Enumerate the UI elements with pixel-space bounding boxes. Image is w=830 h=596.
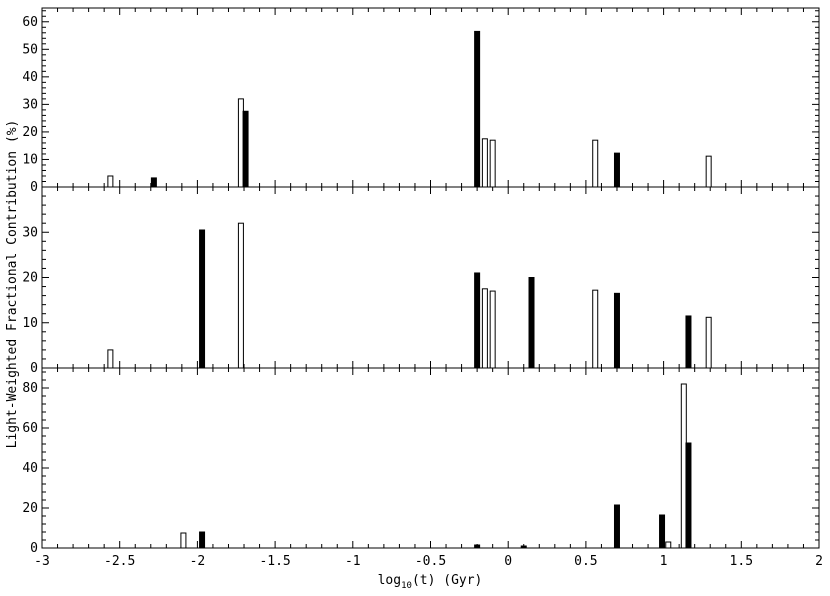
panel-2-bar-10 bbox=[685, 315, 692, 369]
x-tick-label: 1.5 bbox=[730, 554, 753, 569]
x-tick-label: -0.5 bbox=[415, 554, 446, 569]
panel-1-y-tick-label: 50 bbox=[22, 42, 38, 57]
panel-1-bar-5 bbox=[474, 30, 481, 188]
panel-3-y-tick-label: 20 bbox=[22, 501, 38, 516]
panel-2-frame bbox=[41, 186, 820, 369]
panel-1-y-tick-label: 0 bbox=[30, 180, 38, 195]
panel-1-bar-1 bbox=[107, 175, 114, 188]
panel-3-y-tick-label: 60 bbox=[22, 421, 38, 436]
x-tick-label: -1 bbox=[345, 554, 361, 569]
panel-3-bar-4 bbox=[520, 545, 527, 549]
x-axis-label-tail: (t) (Gyr) bbox=[412, 573, 482, 588]
panel-1-bar-4 bbox=[242, 110, 249, 188]
panel-3-bar-3 bbox=[474, 544, 481, 549]
panel-2-y-tick-label: 20 bbox=[22, 271, 38, 286]
panel-1-bar-6 bbox=[481, 138, 488, 188]
panel-3-bar-1 bbox=[180, 532, 187, 549]
x-tick-label: 0 bbox=[504, 554, 512, 569]
panel-2-y-tick-label: 10 bbox=[22, 316, 38, 331]
panel-2-bar-3 bbox=[237, 222, 244, 369]
panel-3-y-tick-label: 80 bbox=[22, 381, 38, 396]
panel-1-y-tick-label: 20 bbox=[22, 125, 38, 140]
x-axis-label-main: log bbox=[378, 573, 401, 588]
y-axis-label: Light-Weighted Fractional Contribution (… bbox=[5, 120, 20, 449]
panel-2-bar-1 bbox=[107, 349, 114, 369]
panel-2-y-tick-label: 0 bbox=[30, 361, 38, 376]
panel-1-y-tick-label: 40 bbox=[22, 70, 38, 85]
panel-1-bar-8 bbox=[592, 139, 599, 188]
panel-3-bar-5 bbox=[613, 504, 620, 549]
panel-1-bar-9 bbox=[613, 152, 620, 188]
panel-2-bar-5 bbox=[481, 288, 488, 369]
panel-1-bar-7 bbox=[489, 139, 496, 188]
panel-3-y-tick-label: 40 bbox=[22, 461, 38, 476]
panel-3-bar-9 bbox=[685, 442, 692, 549]
x-axis-label: log10(t) (Gyr) bbox=[378, 573, 483, 591]
panel-2-bar-8 bbox=[592, 289, 599, 369]
panel-2-bar-2 bbox=[199, 229, 206, 369]
panel-2-bar-7 bbox=[528, 277, 535, 369]
x-tick-label: 1 bbox=[660, 554, 668, 569]
panel-2-bar-9 bbox=[613, 292, 620, 369]
panel-3-bar-7 bbox=[665, 541, 672, 549]
panel-2-bar-6 bbox=[489, 290, 496, 369]
panel-1-y-tick-label: 30 bbox=[22, 97, 38, 112]
x-tick-label: 0.5 bbox=[574, 554, 597, 569]
panel-3-bar-2 bbox=[199, 531, 206, 549]
panel-1-bar-10 bbox=[705, 155, 712, 188]
x-tick-label: -1.5 bbox=[259, 554, 290, 569]
panel-3-frame bbox=[41, 367, 820, 549]
panel-3-bar-6 bbox=[659, 514, 666, 549]
panel-2-y-tick-label: 30 bbox=[22, 225, 38, 240]
panel-2-bar-11 bbox=[705, 316, 712, 369]
panel-2-bar-4 bbox=[474, 272, 481, 369]
panel-1-y-tick-label: 10 bbox=[22, 152, 38, 167]
x-tick-label: -2.5 bbox=[104, 554, 135, 569]
x-tick-label: -2 bbox=[190, 554, 206, 569]
x-tick-label: -3 bbox=[34, 554, 50, 569]
x-tick-label: 2 bbox=[815, 554, 823, 569]
panel-3-y-tick-label: 0 bbox=[30, 541, 38, 556]
panel-1-y-tick-label: 60 bbox=[22, 15, 38, 30]
panel-1-frame bbox=[41, 7, 820, 188]
panel-1-bar-2 bbox=[150, 177, 157, 188]
x-axis-label-subscript: 10 bbox=[401, 581, 412, 591]
